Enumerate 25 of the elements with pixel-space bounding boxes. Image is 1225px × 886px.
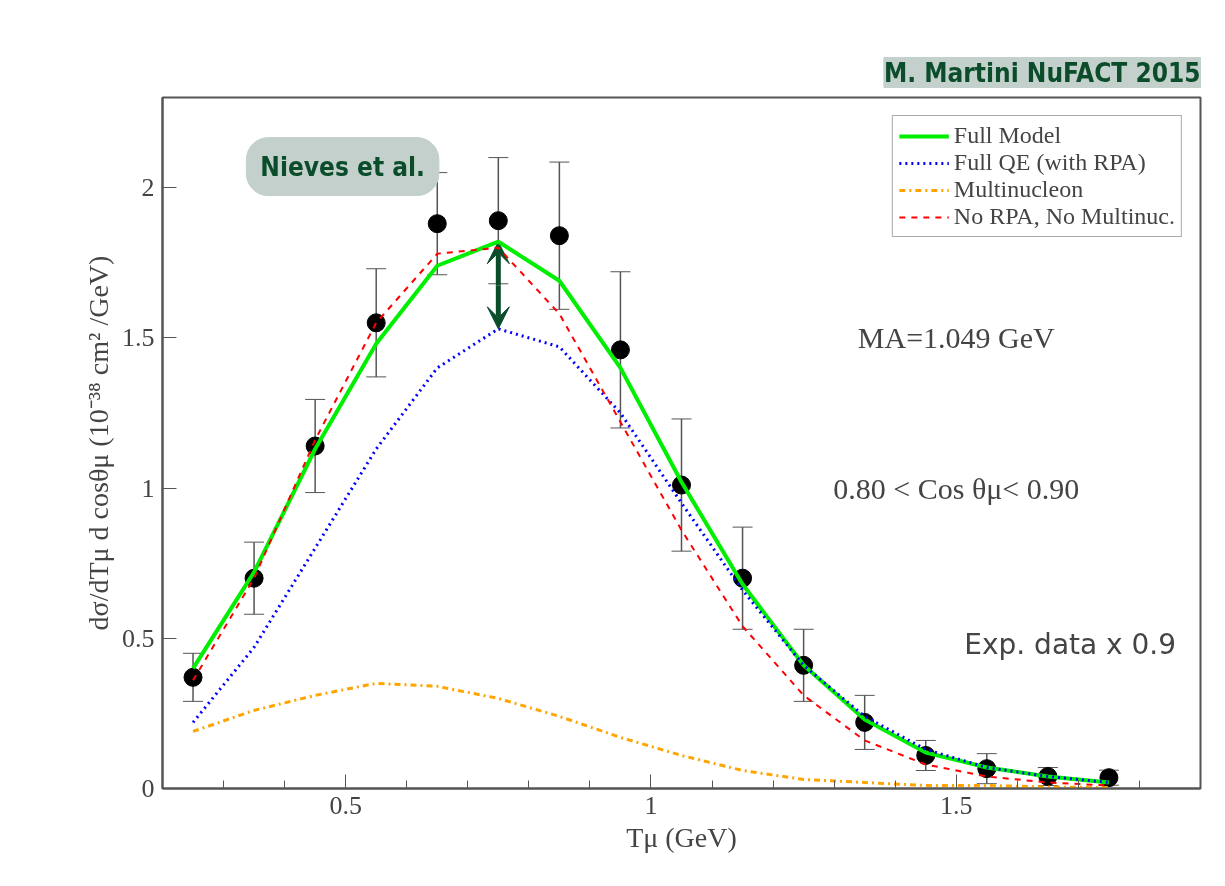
x-axis-title: Tμ (GeV) xyxy=(626,821,737,853)
annotation: MA=1.049 GeV xyxy=(857,321,1056,355)
x-tick-label: 1 xyxy=(644,790,658,820)
point xyxy=(183,667,203,687)
text: M. Martini NuFACT 2015 xyxy=(883,57,1201,88)
point xyxy=(549,226,569,246)
x-tick-label: 0.5 xyxy=(329,790,362,820)
y-tick-label: 0 xyxy=(141,774,155,803)
legend-label: No RPA, No Multinuc. xyxy=(953,203,1175,230)
legend-label: Full QE (with RPA) xyxy=(953,149,1146,176)
annotation: Exp. data x 0.9 xyxy=(964,627,1177,661)
y-tick-label: 1.5 xyxy=(122,323,155,353)
point xyxy=(488,211,508,231)
y-tick-label: 0.5 xyxy=(122,623,155,653)
annotation: Nieves et al. xyxy=(260,151,425,182)
x-tick-label: 1.5 xyxy=(940,790,973,820)
legend-label: Full Model xyxy=(953,122,1062,149)
point xyxy=(427,214,447,234)
y-axis-title: dσ/dTμ d cosθμ (10⁻³⁸ cm² /GeV) xyxy=(83,255,114,631)
point xyxy=(366,313,386,333)
annotation: 0.80 < Cos θμ< 0.90 xyxy=(833,471,1080,505)
point xyxy=(610,340,630,360)
legend-label: Multinucleon xyxy=(953,176,1084,203)
y-tick-label: 2 xyxy=(141,173,155,203)
y-tick-label: 1 xyxy=(141,473,155,503)
